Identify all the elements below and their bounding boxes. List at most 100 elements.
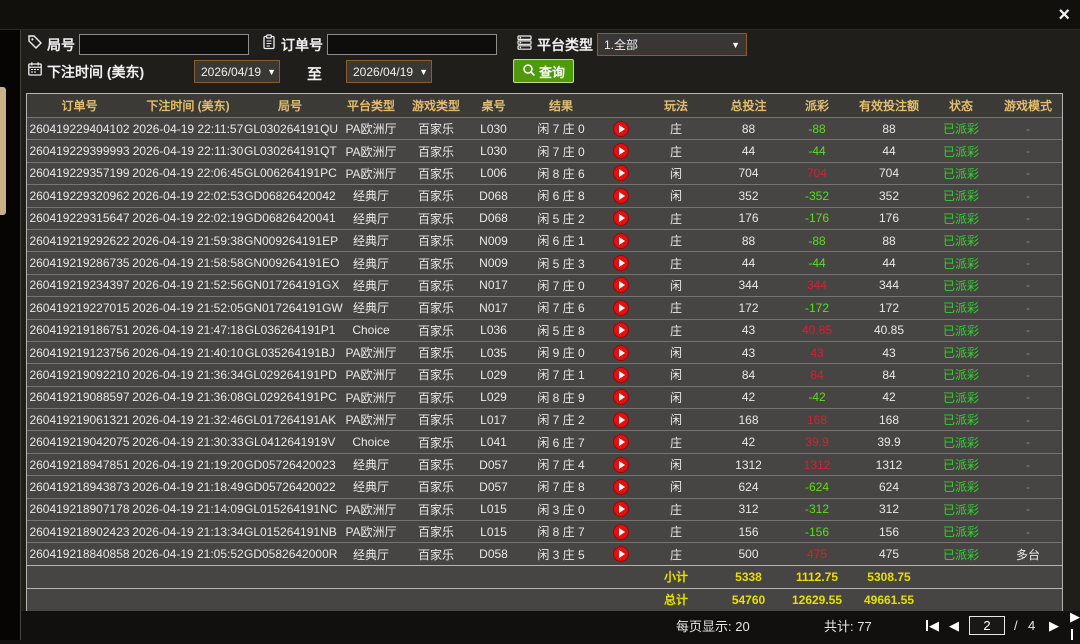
- cell-platform: 经典厅: [352, 458, 389, 473]
- cell-mode: -: [1026, 435, 1030, 450]
- date-to-select[interactable]: 2026/04/19 ▼: [346, 60, 432, 83]
- cell-time: 2026-04-19 22:11:57: [132, 121, 244, 136]
- cell-bet: 闲: [669, 413, 682, 428]
- column-header: 订单号: [61, 99, 98, 113]
- cell-table: D057: [479, 457, 508, 472]
- cell-platform: Choice: [352, 323, 390, 338]
- cell-platform: 经典厅: [352, 234, 389, 249]
- chevron-down-icon: ▼: [731, 39, 740, 50]
- cell-status: 已派彩: [942, 211, 979, 226]
- cell-total: 88: [741, 233, 756, 248]
- subtotal-label: 小计: [663, 570, 688, 585]
- cell-platform: PA欧洲厅: [345, 525, 397, 540]
- cell-total: 176: [738, 211, 759, 226]
- replay-play-icon[interactable]: [613, 165, 629, 182]
- round-input[interactable]: [79, 34, 249, 55]
- replay-play-icon[interactable]: [613, 389, 629, 406]
- cell-valid: 44: [882, 256, 896, 271]
- cell-bet: 庄: [669, 256, 682, 271]
- cell-game: 百家乐: [417, 435, 454, 450]
- cell-payout: 40.85: [801, 323, 833, 338]
- cell-table: L017: [480, 412, 507, 427]
- cell-payout: -88: [808, 121, 826, 136]
- cell-platform: Choice: [352, 435, 390, 450]
- cell-total: 88: [741, 121, 756, 136]
- close-icon[interactable]: ×: [1058, 4, 1070, 26]
- cell-total: 312: [738, 502, 759, 517]
- cell-order: 260419229315647: [29, 211, 130, 226]
- replay-play-icon[interactable]: [613, 187, 629, 204]
- subtotal-total-bet: 5338: [735, 569, 762, 584]
- cell-round: GD05726420022: [244, 479, 336, 494]
- cell-mode: -: [1026, 233, 1030, 248]
- cell-result: 闲 9 庄 0: [537, 346, 585, 361]
- cell-mode: -: [1026, 345, 1030, 360]
- page-number-input[interactable]: 2: [969, 616, 1005, 635]
- platform-select[interactable]: 1.全部 ▼: [597, 33, 747, 56]
- cell-valid: 88: [882, 121, 896, 136]
- replay-play-icon[interactable]: [613, 344, 629, 361]
- total-count-label: 共计: 77: [824, 619, 872, 634]
- cell-time: 2026-04-19 21:30:33: [132, 435, 244, 450]
- replay-play-icon[interactable]: [613, 434, 629, 451]
- date-from-select[interactable]: 2026/04/19 ▼: [194, 60, 280, 83]
- cell-total: 352: [738, 188, 759, 203]
- cell-payout: -156: [804, 524, 830, 539]
- cell-game: 百家乐: [417, 413, 454, 428]
- cell-total: 344: [738, 278, 759, 293]
- cell-time: 2026-04-19 22:02:53: [132, 188, 244, 203]
- background-strip: [0, 30, 20, 640]
- replay-play-icon[interactable]: [613, 120, 629, 137]
- cell-bet: 闲: [669, 189, 682, 204]
- replay-play-icon[interactable]: [613, 456, 629, 473]
- cell-payout: -352: [804, 188, 830, 203]
- cell-valid: 624: [878, 479, 900, 494]
- cell-bet: 庄: [669, 323, 682, 338]
- cell-result: 闲 8 庄 6: [537, 166, 585, 181]
- cell-order: 260419219042075: [29, 435, 130, 450]
- replay-play-icon[interactable]: [613, 210, 629, 227]
- replay-play-icon[interactable]: [613, 411, 629, 428]
- last-page-icon[interactable]: ▶: [1070, 608, 1080, 644]
- replay-play-icon[interactable]: [613, 478, 629, 495]
- prev-page-icon[interactable]: ◀: [949, 617, 959, 633]
- grand-total-valid-bet: 49661.55: [863, 592, 915, 607]
- cell-status: 已派彩: [942, 480, 979, 495]
- cell-payout: -44: [808, 256, 826, 271]
- bet-record-panel: 局号 订单号 平台类型 1.全部 ▼ 下注时间 (美东) 2026/04/19 …: [20, 30, 1080, 640]
- cell-time: 2026-04-19 21:32:46: [132, 412, 244, 427]
- replay-cell: [601, 366, 641, 383]
- replay-play-icon[interactable]: [613, 523, 629, 540]
- cell-mode: -: [1026, 166, 1030, 181]
- column-header: 玩法: [663, 99, 688, 113]
- cell-total: 1312: [735, 457, 762, 472]
- cell-status: 已派彩: [942, 368, 979, 383]
- replay-play-icon[interactable]: [613, 255, 629, 272]
- first-page-icon[interactable]: ◀: [926, 617, 939, 635]
- cell-time: 2026-04-19 21:40:10: [132, 345, 244, 360]
- cell-table: N017: [479, 278, 508, 293]
- next-page-icon[interactable]: ▶: [1049, 617, 1059, 633]
- cell-order: 260419218907178: [29, 502, 130, 517]
- cell-game: 百家乐: [417, 502, 454, 517]
- replay-play-icon[interactable]: [613, 322, 629, 339]
- round-label: 局号: [47, 36, 75, 53]
- replay-play-icon[interactable]: [613, 366, 629, 383]
- replay-play-icon[interactable]: [613, 546, 629, 563]
- cell-order: 260419218943873: [29, 479, 130, 494]
- replay-play-icon[interactable]: [613, 299, 629, 316]
- replay-cell: [601, 546, 641, 563]
- cell-total: 168: [738, 412, 759, 427]
- order-input[interactable]: [327, 34, 497, 55]
- cell-time: 2026-04-19 22:06:45: [132, 166, 244, 181]
- replay-play-icon[interactable]: [613, 277, 629, 294]
- cell-payout: 344: [806, 278, 828, 293]
- search-button[interactable]: 查询: [513, 59, 575, 83]
- replay-play-icon[interactable]: [613, 143, 629, 160]
- cell-order: 260419229357199: [29, 166, 130, 181]
- replay-play-icon[interactable]: [613, 232, 629, 249]
- bet-records-table: 订单号 下注时间 (美东) 局号 平台类型 游戏类型 桌号 结果 玩法 总投注 派彩 有效投注额 状态…: [26, 93, 1063, 612]
- cell-result: 闲 5 庄 2: [537, 211, 585, 226]
- cell-result: 闲 7 庄 0: [537, 122, 585, 137]
- replay-play-icon[interactable]: [613, 501, 629, 518]
